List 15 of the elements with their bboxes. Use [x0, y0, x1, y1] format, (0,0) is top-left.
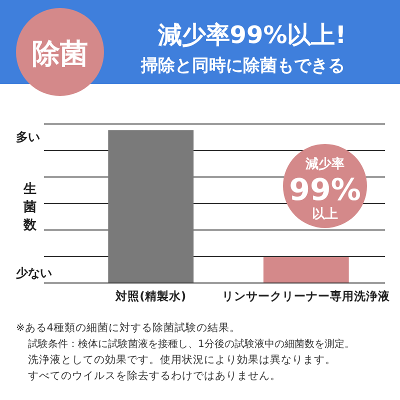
- x-tick-label: リンサークリーナー専用洗浄液: [222, 289, 392, 303]
- annotation: 少ない: [15, 266, 52, 280]
- text: ※ある4種類の細菌に対する除菌試験の結果。: [16, 321, 240, 334]
- text: 除菌: [32, 37, 88, 70]
- annotation: 以上: [312, 207, 338, 222]
- text: 試験条件：検体に試験菌液を接種し、1分後の試験液中の細菌数を測定。: [28, 338, 354, 350]
- x-tick-label: 対照(精製水): [114, 289, 186, 303]
- text: すべてのウイルスを除去するわけではありません。: [28, 369, 281, 382]
- text: 洗浄液としての効果です。使用状況により効果は異なります。: [28, 353, 336, 366]
- text: 多い: [16, 130, 40, 144]
- annotation: 減少率: [304, 156, 344, 172]
- annotation: 99%: [289, 173, 361, 208]
- y-axis-title: 生菌数: [22, 182, 38, 233]
- chart-subtitle: 掃除と同時に除菌もできる: [140, 56, 345, 76]
- chart-title: 減少率99%以上!: [156, 21, 346, 49]
